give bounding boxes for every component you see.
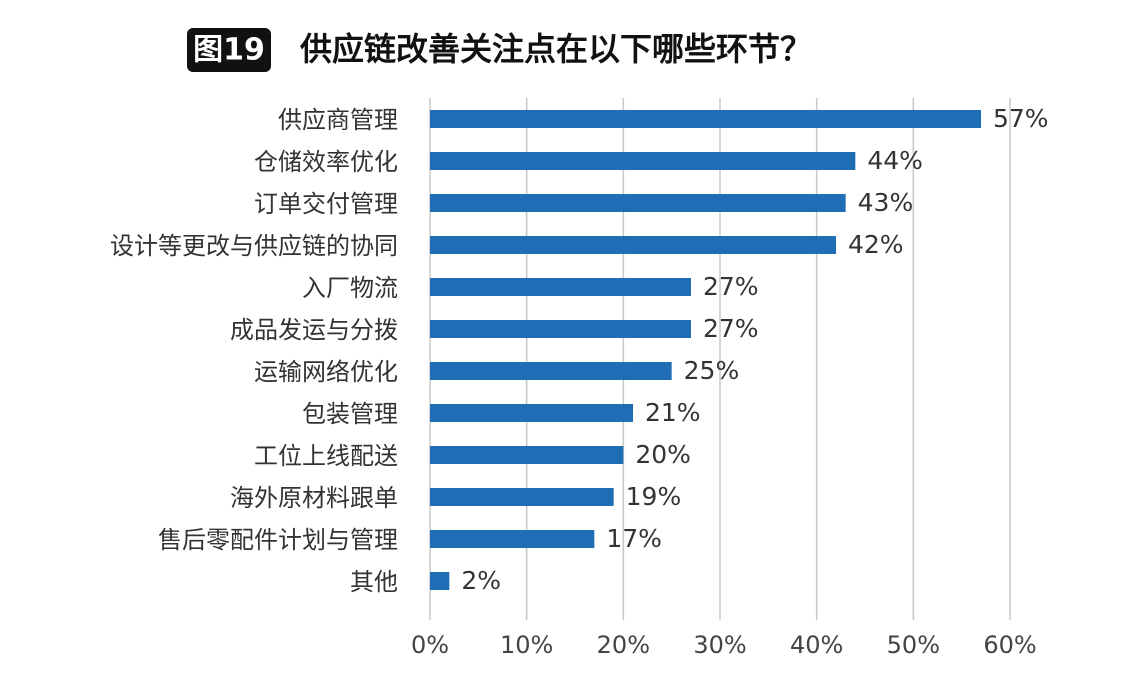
bar bbox=[430, 446, 624, 464]
bar bbox=[430, 194, 846, 212]
bar bbox=[430, 572, 450, 590]
y-tick-label: 成品发运与分拨 bbox=[230, 316, 398, 344]
x-tick-label: 40% bbox=[790, 631, 843, 659]
bar bbox=[430, 236, 836, 254]
bar bbox=[430, 488, 614, 506]
bar bbox=[430, 110, 981, 128]
y-tick-label: 设计等更改与供应链的协同 bbox=[110, 232, 398, 260]
value-label: 2% bbox=[461, 566, 501, 595]
value-label: 19% bbox=[626, 482, 682, 511]
chart-title: 供应链改善关注点在以下哪些环节？ bbox=[300, 30, 812, 68]
bar bbox=[430, 530, 595, 548]
x-tick-label: 50% bbox=[887, 631, 940, 659]
value-label: 27% bbox=[703, 272, 759, 301]
y-tick-label: 包装管理 bbox=[302, 400, 398, 428]
title-badge-box bbox=[187, 28, 271, 72]
y-tick-label: 入厂物流 bbox=[302, 274, 398, 302]
value-label: 43% bbox=[858, 188, 914, 217]
y-tick-label: 订单交付管理 bbox=[254, 190, 398, 218]
value-label: 17% bbox=[606, 524, 662, 553]
bar bbox=[430, 278, 691, 296]
x-tick-label: 20% bbox=[597, 631, 650, 659]
value-label: 57% bbox=[993, 104, 1049, 133]
x-tick-label: 60% bbox=[983, 631, 1036, 659]
bar bbox=[430, 404, 633, 422]
x-tick-label: 0% bbox=[411, 631, 449, 659]
bar bbox=[430, 320, 691, 338]
value-label: 44% bbox=[867, 146, 923, 175]
bar bbox=[430, 362, 672, 380]
value-label: 20% bbox=[635, 440, 691, 469]
y-tick-label: 仓储效率优化 bbox=[254, 148, 398, 176]
x-tick-label: 30% bbox=[693, 631, 746, 659]
y-tick-label: 供应商管理 bbox=[278, 106, 398, 134]
y-tick-label: 工位上线配送 bbox=[254, 442, 398, 470]
y-tick-label: 运输网络优化 bbox=[254, 358, 398, 386]
value-label: 42% bbox=[848, 230, 904, 259]
y-tick-label: 海外原材料跟单 bbox=[230, 484, 398, 512]
value-label: 25% bbox=[684, 356, 740, 385]
value-label: 21% bbox=[645, 398, 701, 427]
value-label: 27% bbox=[703, 314, 759, 343]
x-tick-label: 10% bbox=[500, 631, 553, 659]
title-badge: 图19 bbox=[193, 33, 265, 68]
bar bbox=[430, 152, 856, 170]
y-tick-label: 其他 bbox=[350, 568, 398, 596]
y-tick-label: 售后零配件计划与管理 bbox=[158, 526, 398, 554]
